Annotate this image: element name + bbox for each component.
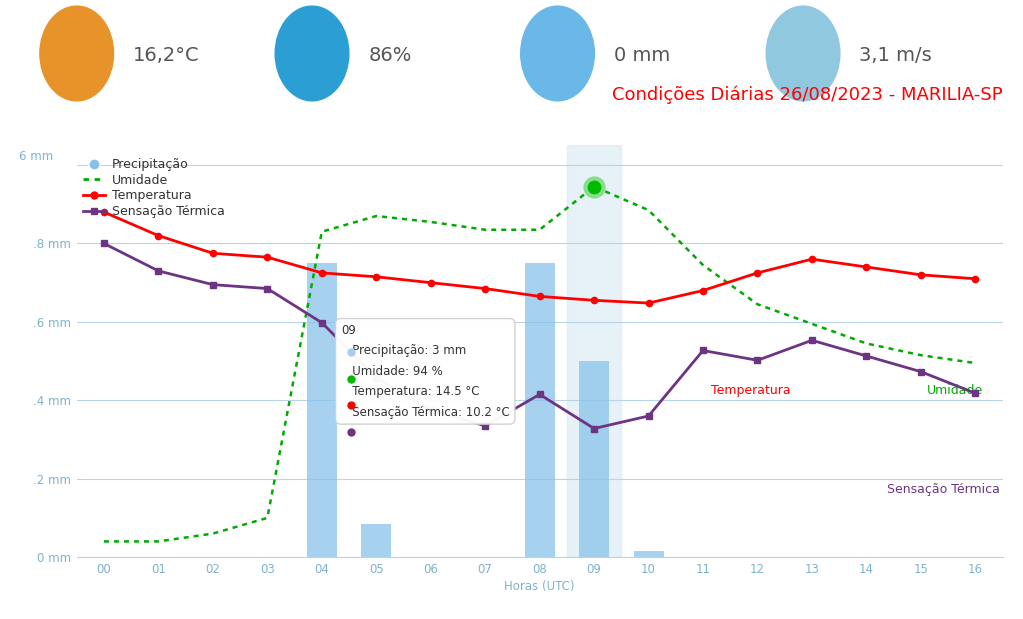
- Text: 16,2°C: 16,2°C: [133, 46, 199, 65]
- Text: Condições Diárias 26/08/2023 - MARILIA-SP: Condições Diárias 26/08/2023 - MARILIA-S…: [612, 86, 1003, 104]
- Text: 86%: 86%: [368, 46, 411, 65]
- Ellipse shape: [521, 6, 594, 101]
- Bar: [579, 361, 609, 557]
- Bar: [361, 524, 391, 557]
- Text: 6 mm: 6 mm: [19, 150, 53, 163]
- Legend: Precipitação, Umidade, Temperatura, Sensação Térmica: Precipitação, Umidade, Temperatura, Sens…: [83, 158, 225, 218]
- Bar: [567, 145, 621, 557]
- Text: Sensação Térmica: Sensação Térmica: [887, 483, 999, 496]
- Bar: [307, 263, 337, 557]
- Text: 09
   Precipitação: 3 mm
   Umidade: 94 %
   Temperatura: 14.5 °C
   Sensação Té: 09 Precipitação: 3 mm Umidade: 94 % Temp…: [341, 324, 509, 419]
- Bar: [525, 263, 554, 557]
- Ellipse shape: [275, 6, 349, 101]
- Bar: [633, 550, 664, 557]
- X-axis label: Horas (UTC): Horas (UTC): [504, 580, 575, 593]
- Text: Umidade: Umidade: [927, 384, 983, 397]
- Text: Temperatura: Temperatura: [711, 384, 791, 397]
- Ellipse shape: [766, 6, 840, 101]
- Text: 0 mm: 0 mm: [614, 46, 670, 65]
- Ellipse shape: [40, 6, 114, 101]
- Text: 3,1 m/s: 3,1 m/s: [859, 46, 932, 65]
